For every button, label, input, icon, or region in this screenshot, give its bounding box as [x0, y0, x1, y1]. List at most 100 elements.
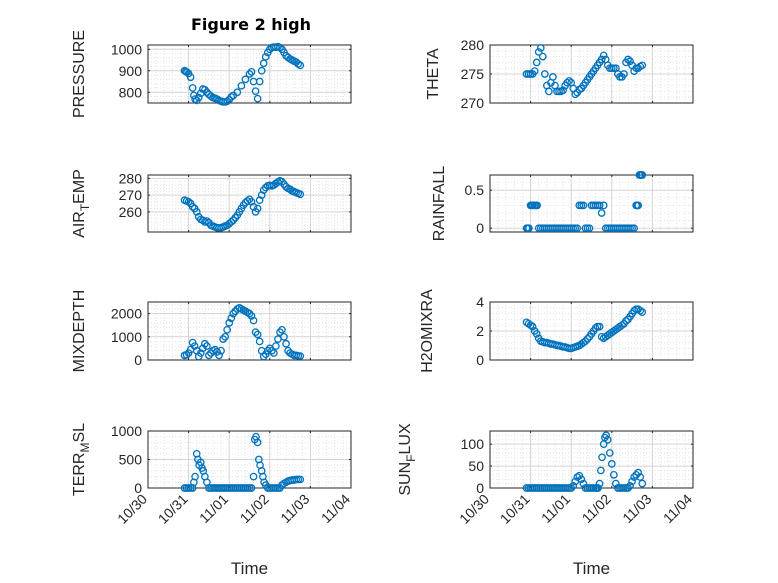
y-axis-label: TERRMSL	[71, 423, 92, 496]
y-axis-label: H2OMIXRA	[419, 289, 436, 373]
y-tick-label: 270	[119, 187, 143, 203]
data-point	[255, 337, 264, 346]
data-point	[599, 201, 608, 210]
data-point	[251, 87, 260, 96]
axes-box	[147, 44, 352, 104]
data-point	[532, 58, 541, 67]
data-point	[182, 351, 191, 359]
data-point	[636, 473, 645, 481]
data-point	[188, 203, 197, 211]
data-point	[597, 55, 606, 64]
y-tick-label: 0	[476, 220, 484, 236]
data-point	[597, 209, 606, 217]
data-point	[626, 57, 634, 66]
subplot-mixdepth: 0 1000 2000 MIXDEPTH	[71, 290, 352, 372]
data-point	[188, 84, 197, 92]
data-point	[267, 346, 276, 355]
data-point	[598, 453, 606, 462]
data-point	[538, 52, 547, 61]
data-point	[229, 309, 238, 318]
data-point	[247, 68, 256, 76]
data-point	[280, 332, 288, 341]
data-point	[636, 306, 645, 315]
data-point	[632, 470, 641, 479]
data-point	[276, 328, 284, 337]
data-point	[545, 87, 553, 96]
y-tick-label: 0	[134, 480, 142, 496]
y-axis-label: AIRTEMP	[71, 169, 92, 238]
data-point	[251, 328, 260, 337]
data-point	[526, 321, 535, 330]
data-point	[296, 61, 305, 70]
data-point	[296, 352, 305, 360]
data-point	[602, 431, 610, 440]
x-tick-label: 10/30	[456, 491, 492, 527]
axes-box	[147, 301, 352, 361]
data-point	[626, 481, 634, 490]
data-point	[223, 325, 232, 334]
x-tick-label: 10/30	[114, 491, 150, 527]
data-point	[567, 484, 576, 492]
y-axis-label: SUNFLUX	[397, 423, 418, 496]
y-tick-label: 0.5	[465, 182, 485, 198]
data-point	[528, 322, 537, 331]
data-point	[296, 475, 305, 484]
x-tick-label: 11/02	[579, 491, 615, 527]
data-point	[536, 44, 545, 52]
subplot-rainfall: 0 0.5 RAINFALL	[431, 166, 694, 242]
y-tick-label: 280	[119, 170, 143, 186]
y-tick-label: 260	[119, 204, 143, 220]
data-point	[203, 217, 211, 225]
data-point	[591, 324, 600, 332]
data-point	[200, 339, 209, 348]
data-point	[595, 479, 604, 488]
data-point	[581, 337, 590, 345]
data-point	[294, 60, 303, 68]
data-point	[583, 335, 592, 343]
x-tick-label: 11/03	[619, 491, 655, 527]
data-point	[278, 325, 286, 334]
subplot-pressure: 800 900 1000 PRESSURE	[71, 30, 352, 118]
y-tick-label: 280	[461, 37, 485, 53]
data-point	[203, 88, 211, 97]
data-point	[194, 93, 203, 102]
data-point	[272, 342, 280, 350]
data-point	[525, 224, 533, 233]
data-point	[540, 70, 549, 78]
data-point	[249, 472, 258, 481]
data-point	[282, 339, 290, 348]
y-tick-label: 0	[476, 480, 484, 496]
data-point	[595, 201, 604, 210]
data-point	[249, 316, 258, 325]
y-tick-label: 1000	[111, 423, 142, 439]
data-point	[579, 201, 588, 210]
data-point	[247, 312, 256, 320]
data-point	[215, 351, 223, 360]
data-point	[630, 224, 638, 233]
data-point	[579, 479, 588, 488]
y-tick-label: 1000	[111, 329, 142, 345]
data-point	[245, 309, 254, 318]
y-axis-label: RAINFALL	[431, 166, 448, 242]
subplot-terr-msl: 0 500 1000 10/30 10/31 11/01 11/02 11/03 11/04 TE…	[71, 423, 353, 578]
data-point	[191, 472, 199, 481]
y-tick-label: 270	[461, 95, 485, 111]
x-tick-label: 11/04	[660, 491, 696, 527]
x-axis-label: Time	[573, 559, 610, 578]
axes-box	[489, 430, 694, 489]
data-point	[296, 190, 305, 199]
data-point	[186, 73, 195, 82]
data-point	[227, 314, 236, 323]
subplot-theta: 270 275 280 THETA	[425, 37, 694, 111]
y-tick-label: 2	[476, 323, 484, 339]
x-tick-label: 11/04	[318, 491, 354, 527]
data-point	[563, 78, 571, 87]
data-point	[237, 81, 246, 90]
data-point	[253, 204, 262, 213]
y-tick-label: 0	[134, 352, 142, 368]
data-point	[205, 351, 213, 360]
data-point	[530, 67, 539, 75]
subplot-h2omixra: 0 2 4 H2OMIXRA	[419, 289, 694, 373]
